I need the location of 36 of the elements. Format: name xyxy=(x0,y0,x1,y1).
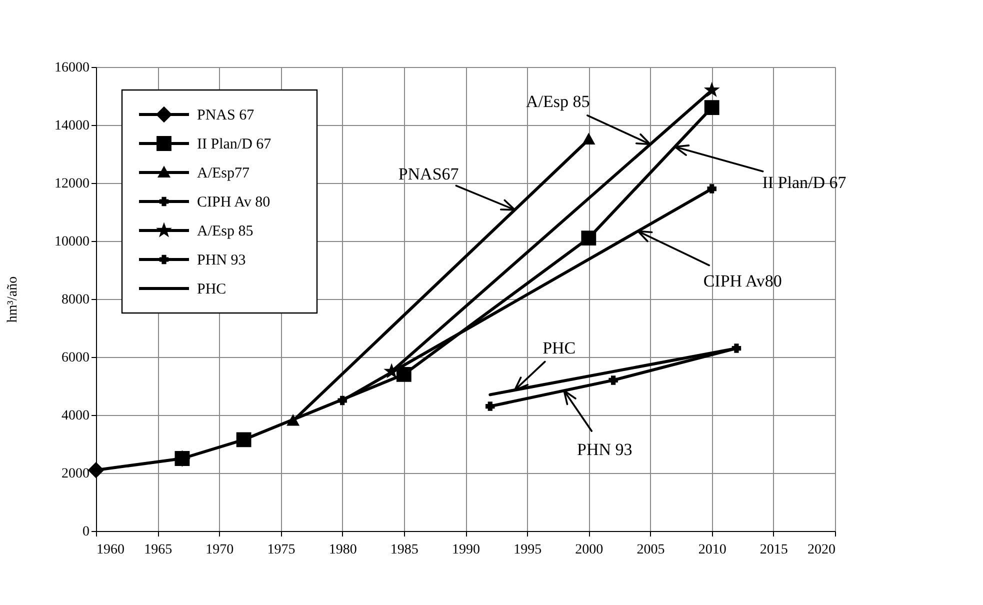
x-tick-label: 1985 xyxy=(390,542,418,558)
legend-label: PNAS 67 xyxy=(197,108,255,124)
x-tick-label: 2000 xyxy=(575,542,604,558)
legend-label: II Plan/D 67 xyxy=(197,136,272,152)
annotation: PNAS67 xyxy=(398,164,460,184)
y-tick-label: 10000 xyxy=(54,234,90,250)
annotation: II Plan/D 67 xyxy=(762,173,847,192)
y-tick-label: 16000 xyxy=(54,60,90,76)
annotation: CIPH Av80 xyxy=(703,271,782,290)
x-tick-label: 1970 xyxy=(206,542,234,558)
legend-label: CIPH Av 80 xyxy=(197,194,270,210)
x-tick-label: 1980 xyxy=(328,542,357,558)
y-tick-label: 12000 xyxy=(54,176,90,192)
y-axis-title: hm³/año xyxy=(6,276,20,323)
legend-label: PHC xyxy=(197,282,226,298)
y-tick-label: 2000 xyxy=(62,466,90,482)
x-tick-label: 1975 xyxy=(267,542,296,558)
y-tick-label: 6000 xyxy=(62,350,90,366)
x-tick-label: 2020 xyxy=(808,542,836,558)
y-tick-label: 8000 xyxy=(62,292,90,308)
annotation: PHC xyxy=(542,338,576,358)
annotation: A/Esp 85 xyxy=(526,92,590,111)
x-tick-label: 2015 xyxy=(760,542,788,558)
x-tick-label: 1965 xyxy=(144,542,172,558)
y-tick-label: 14000 xyxy=(54,118,90,134)
x-tick-label: 2005 xyxy=(636,542,665,558)
legend-label: A/Esp77 xyxy=(197,166,250,182)
x-tick-label: 1960 xyxy=(96,542,124,558)
legend-label: A/Esp 85 xyxy=(197,224,254,240)
y-tick-label: 0 xyxy=(82,524,90,540)
legend-label: PHN 93 xyxy=(197,252,246,268)
y-tick-label: 4000 xyxy=(62,408,90,424)
x-tick-label: 1995 xyxy=(514,542,542,558)
x-tick-label: 1990 xyxy=(452,542,480,558)
annotation: PHN 93 xyxy=(577,440,632,460)
x-tick-label: 2010 xyxy=(698,542,726,558)
